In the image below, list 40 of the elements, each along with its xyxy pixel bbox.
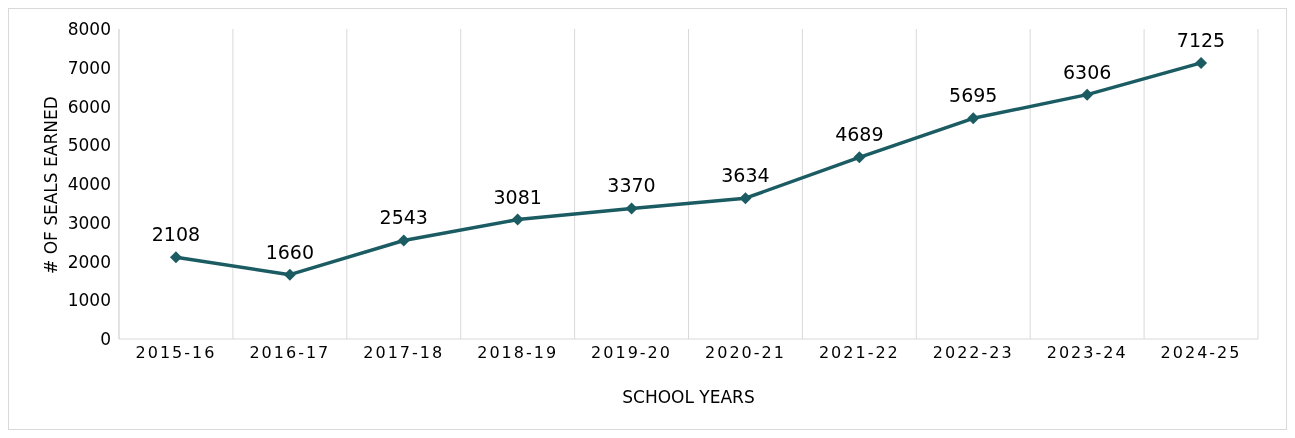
point — [853, 151, 866, 164]
point — [739, 192, 752, 205]
x-tick-label: 2017-18 — [363, 343, 445, 363]
data-label: 1660 — [265, 240, 315, 263]
y-tick-label: 7000 — [67, 57, 111, 78]
point — [967, 112, 980, 125]
x-tick-label: 2023-24 — [1046, 343, 1128, 363]
y-tick-label: 6000 — [67, 96, 111, 117]
x-tick-label: 2018-19 — [477, 343, 559, 363]
data-label: 6306 — [1062, 60, 1112, 83]
y-tick-label: 0 — [100, 329, 111, 350]
point — [283, 268, 296, 281]
data-label: 4689 — [835, 123, 884, 146]
point — [169, 251, 182, 264]
y-tick-label: 1000 — [67, 290, 111, 311]
data-label: 3081 — [493, 185, 542, 208]
point — [397, 234, 410, 247]
y-axis-title: # OF SEALS EARNED — [41, 96, 62, 274]
point — [625, 202, 638, 215]
data-label: 7125 — [1176, 28, 1226, 51]
x-tick-label: 2019-20 — [591, 343, 672, 363]
x-tick-label: 2016-17 — [249, 343, 331, 363]
x-tick-label: 2024-25 — [1160, 343, 1242, 363]
y-tick-label: 5000 — [67, 135, 111, 156]
x-axis-title: SCHOOL YEARS — [622, 387, 755, 407]
data-label: 2108 — [151, 223, 201, 246]
x-tick-label: 2022-23 — [932, 343, 1014, 363]
x-tick-label: 2021-22 — [818, 343, 900, 363]
y-tick-label: 3000 — [67, 212, 111, 233]
x-tick-label: 2020-21 — [705, 343, 786, 363]
data-label: 3370 — [607, 174, 656, 197]
y-tick-label: 8000 — [67, 19, 111, 40]
point — [1195, 56, 1208, 69]
data-label: 5695 — [949, 84, 998, 107]
data-label: 3634 — [721, 164, 770, 187]
x-tick-label: 2015-16 — [135, 343, 217, 363]
y-tick-label: 4000 — [67, 174, 111, 195]
data-label: 2543 — [379, 206, 428, 229]
y-tick-label: 2000 — [67, 251, 111, 272]
point — [1081, 88, 1094, 101]
